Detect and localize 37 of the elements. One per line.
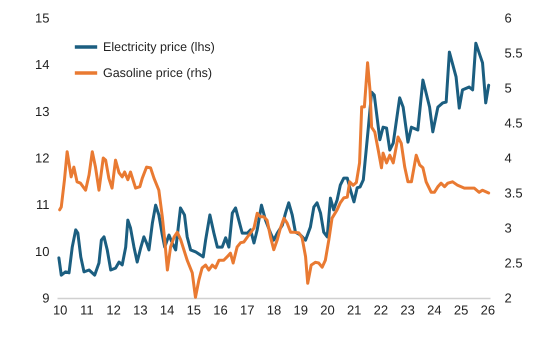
y-tick-label: 15: [35, 10, 50, 26]
x-tick-label: 24: [427, 302, 442, 318]
x-tick-label: 13: [133, 302, 148, 318]
x-tick-label: 12: [106, 302, 121, 318]
y2-tick-label: 4: [504, 150, 512, 166]
x-tick-label: 25: [454, 302, 468, 318]
line-series: [57, 42, 490, 277]
legend-label: Gasoline price (rhs): [103, 66, 212, 80]
y2-tick-label: 2.5: [504, 256, 523, 270]
y-tick-label: 13: [35, 104, 50, 119]
x-tick-label: 14: [160, 302, 174, 318]
x-tick-label: 16: [213, 302, 228, 318]
line-series: [58, 61, 490, 299]
y2-tick-label: 4.5: [504, 116, 523, 130]
y-tick-label: 11: [36, 197, 50, 212]
x-tick-label: 10: [52, 302, 68, 318]
y-tick-label: 14: [35, 57, 50, 72]
x-tick-label: 18: [266, 302, 282, 318]
y2-tick-label: 5: [504, 80, 512, 96]
x-tick-label: 26: [480, 302, 496, 318]
x-tick-label: 11: [80, 302, 94, 318]
y2-tick-label: 5.5: [504, 46, 523, 60]
y2-tick-label: 3.5: [504, 186, 523, 200]
x-tick-label: 19: [293, 302, 308, 318]
x-tick-label: 23: [400, 302, 415, 318]
y-tick-label: 10: [35, 244, 50, 259]
y2-tick-label: 6: [504, 10, 512, 26]
x-tick-label: 22: [374, 302, 388, 318]
x-tick-label: 21: [346, 302, 362, 318]
y-tick-label: 9: [42, 290, 50, 306]
y2-tick-label: 3: [504, 220, 512, 236]
y-tick-label: 12: [35, 150, 50, 166]
x-tick-label: 15: [186, 302, 202, 318]
x-tick-label: 20: [320, 302, 335, 318]
y2-tick-label: 2: [504, 290, 512, 306]
legend-label: Electricity price (lhs): [103, 40, 215, 54]
x-tick-label: 17: [240, 302, 255, 318]
